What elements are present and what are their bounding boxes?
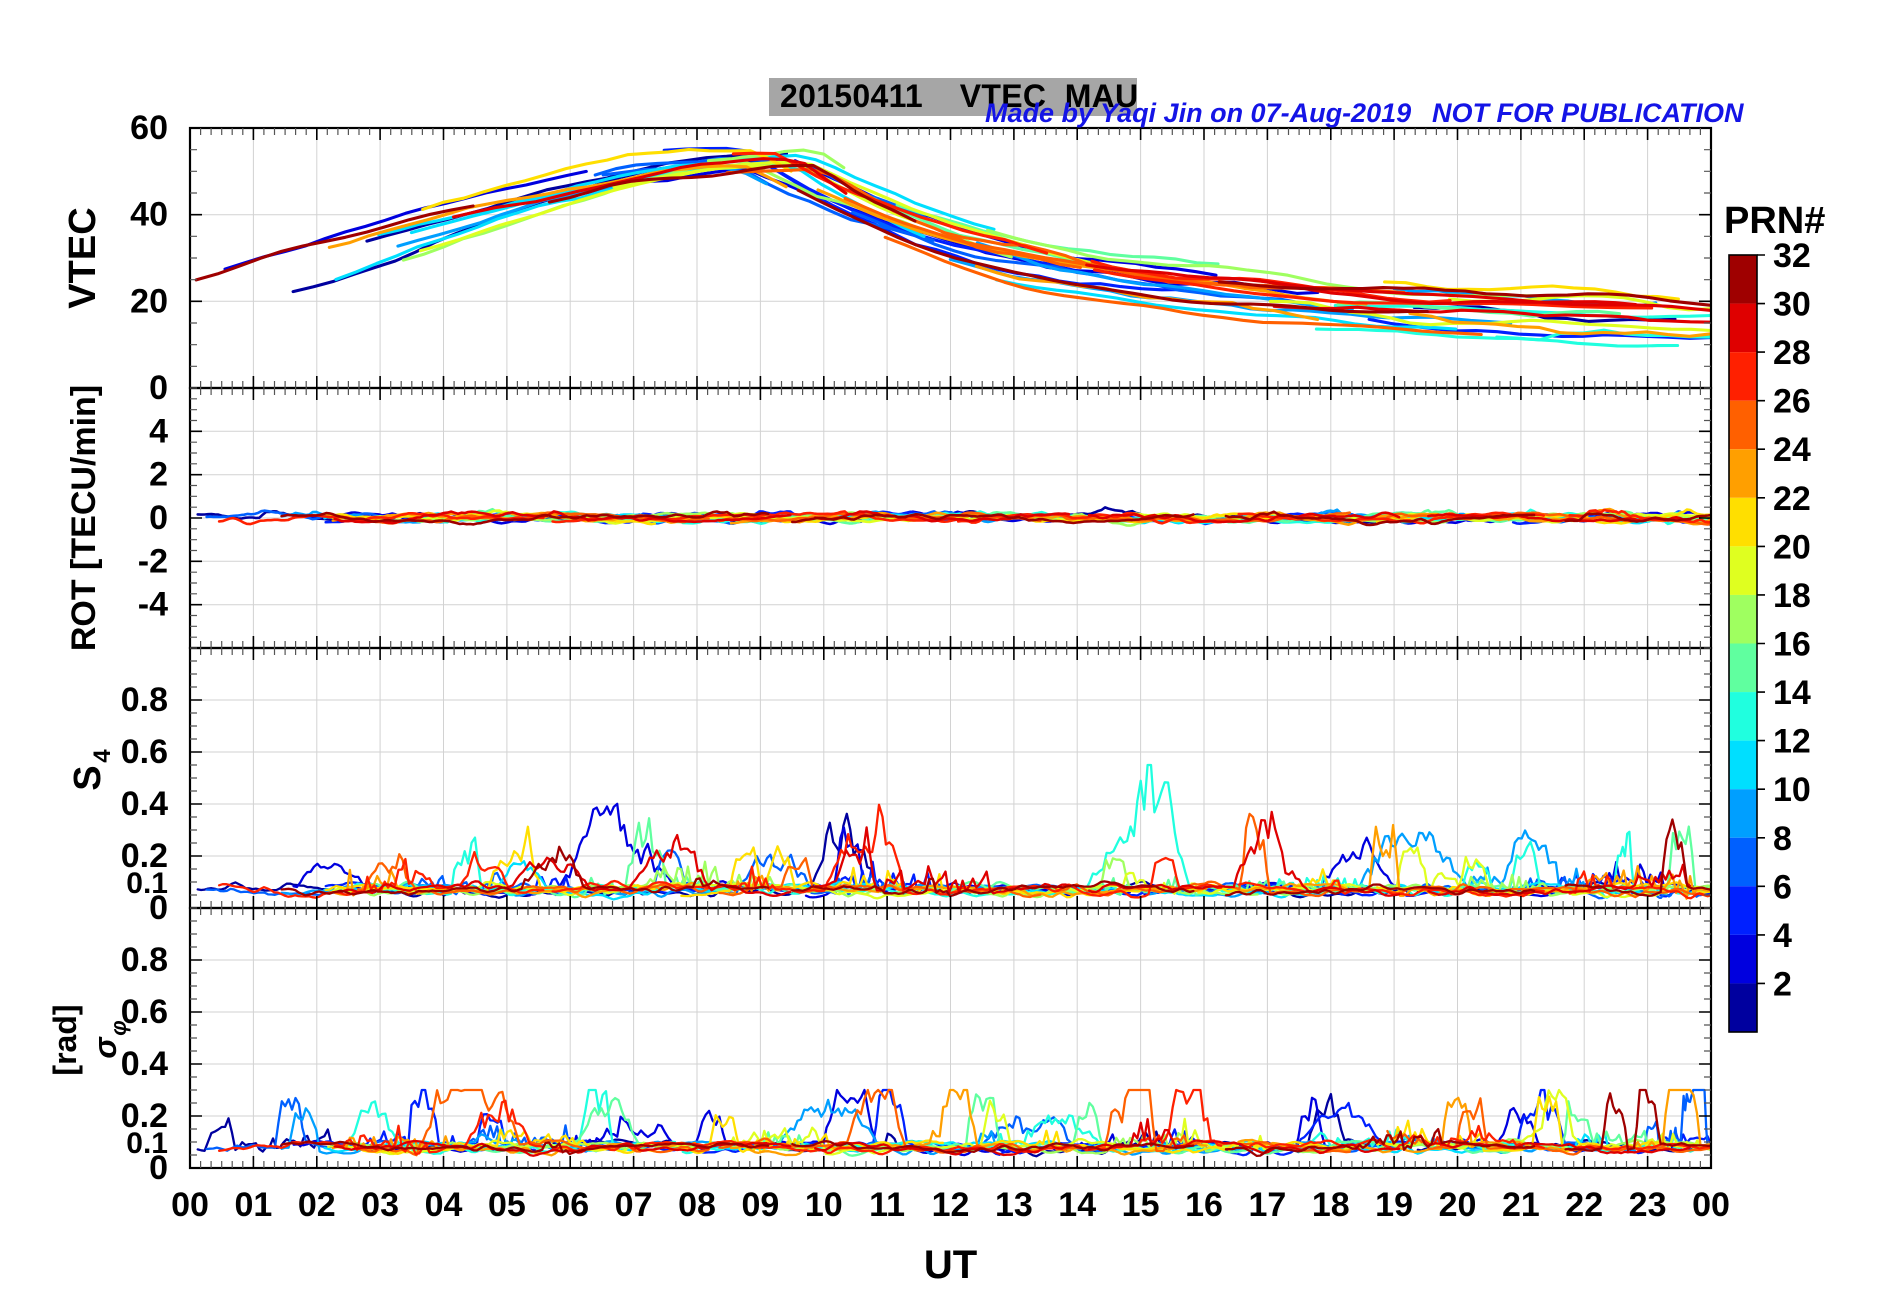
svg-text:00: 00: [1692, 1186, 1730, 1224]
svg-text:18: 18: [1312, 1186, 1350, 1224]
svg-text:22: 22: [1565, 1186, 1603, 1224]
svg-text:09: 09: [741, 1186, 779, 1224]
svg-text:32: 32: [1773, 237, 1811, 275]
svg-text:20: 20: [130, 282, 168, 320]
svg-text:28: 28: [1773, 334, 1811, 372]
svg-text:40: 40: [130, 196, 168, 234]
svg-text:2: 2: [149, 456, 168, 494]
svg-text:UT: UT: [924, 1243, 977, 1287]
svg-text:VTEC: VTEC: [62, 207, 104, 308]
svg-text:[rad]: [rad]: [47, 1004, 83, 1075]
svg-text:60: 60: [130, 109, 168, 147]
svg-text:17: 17: [1248, 1186, 1286, 1224]
svg-text:21: 21: [1502, 1186, 1540, 1224]
svg-text:10: 10: [1773, 771, 1811, 809]
svg-text:NOT FOR PUBLICATION: NOT FOR PUBLICATION: [1432, 98, 1744, 128]
svg-text:07: 07: [615, 1186, 653, 1224]
svg-text:03: 03: [361, 1186, 399, 1224]
svg-text:PRN#: PRN#: [1724, 200, 1825, 242]
svg-text:0.4: 0.4: [121, 785, 168, 823]
svg-text:10: 10: [805, 1186, 843, 1224]
svg-text:19: 19: [1375, 1186, 1413, 1224]
svg-text:15: 15: [1122, 1186, 1160, 1224]
svg-text:8: 8: [1773, 820, 1792, 858]
svg-text:14: 14: [1773, 674, 1811, 712]
svg-text:14: 14: [1058, 1186, 1096, 1224]
svg-text:20: 20: [1439, 1186, 1477, 1224]
svg-text:6: 6: [1773, 868, 1792, 906]
svg-text:0.8: 0.8: [121, 941, 168, 979]
svg-text:08: 08: [678, 1186, 716, 1224]
svg-text:0.2: 0.2: [121, 1097, 168, 1135]
svg-text:0.4: 0.4: [121, 1045, 168, 1083]
svg-text:0: 0: [149, 499, 168, 537]
svg-text:0.2: 0.2: [121, 837, 168, 875]
svg-text:Made by Yaqi Jin on 07-Aug-201: Made by Yaqi Jin on 07-Aug-2019: [985, 98, 1411, 128]
svg-text:4: 4: [1773, 917, 1792, 955]
svg-text:01: 01: [234, 1186, 272, 1224]
svg-text:4: 4: [149, 412, 168, 450]
svg-text:18: 18: [1773, 577, 1811, 615]
svg-text:12: 12: [1773, 723, 1811, 761]
svg-text:16: 16: [1773, 626, 1811, 664]
svg-text:12: 12: [932, 1186, 970, 1224]
svg-text:-2: -2: [138, 542, 168, 580]
svg-text:24: 24: [1773, 431, 1811, 469]
svg-text:-4: -4: [138, 586, 168, 624]
svg-text:05: 05: [488, 1186, 526, 1224]
svg-text:S: S: [67, 765, 109, 790]
svg-text:26: 26: [1773, 383, 1811, 421]
svg-text:30: 30: [1773, 286, 1811, 324]
svg-text:00: 00: [171, 1186, 209, 1224]
svg-text:2: 2: [1773, 965, 1792, 1003]
svg-text:06: 06: [551, 1186, 589, 1224]
svg-text:0.8: 0.8: [121, 681, 168, 719]
svg-text:20: 20: [1773, 528, 1811, 566]
svg-text:02: 02: [298, 1186, 336, 1224]
svg-text:ROT [TECU/min]: ROT [TECU/min]: [65, 385, 103, 651]
svg-text:0: 0: [149, 369, 168, 407]
svg-text:04: 04: [425, 1186, 463, 1224]
svg-text:φ: φ: [106, 1020, 131, 1035]
svg-text:σ: σ: [87, 1036, 123, 1059]
svg-text:16: 16: [1185, 1186, 1223, 1224]
svg-text:11: 11: [869, 1186, 905, 1224]
svg-text:0.6: 0.6: [121, 733, 168, 771]
svg-text:22: 22: [1773, 480, 1811, 518]
svg-text:13: 13: [995, 1186, 1033, 1224]
svg-text:4: 4: [89, 749, 116, 763]
svg-text:23: 23: [1629, 1186, 1667, 1224]
